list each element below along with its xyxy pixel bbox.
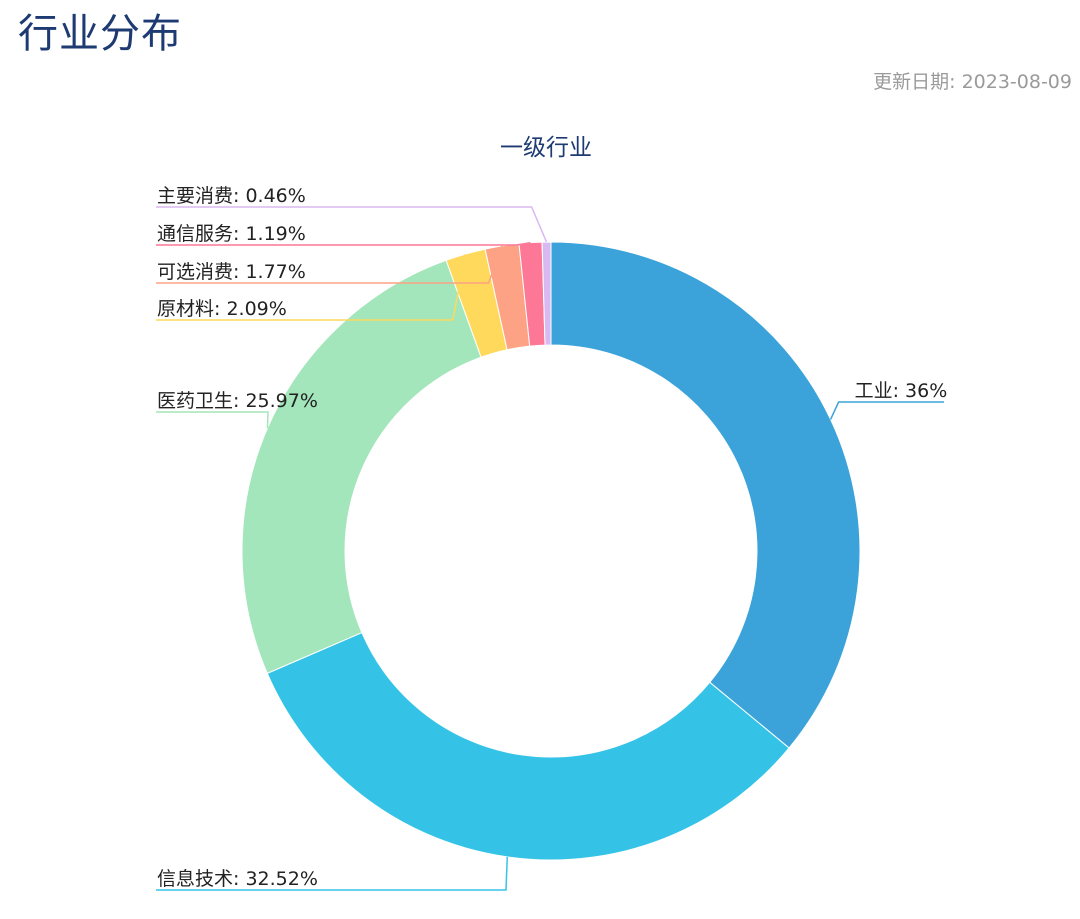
slice-label-3: 原材料: 2.09% xyxy=(157,298,287,320)
leader-line-5 xyxy=(156,241,531,246)
slices-layer xyxy=(241,241,861,861)
chart-title: 一级行业 xyxy=(500,135,592,161)
slice-label-1: 信息技术: 32.52% xyxy=(157,868,318,890)
slice-6[interactable] xyxy=(541,241,552,346)
slice-label-0: 工业: 36% xyxy=(855,380,948,402)
leader-line-0 xyxy=(829,401,944,420)
slice-label-2: 医药卫生: 25.97% xyxy=(157,390,318,412)
leader-line-6 xyxy=(156,206,548,243)
slice-0[interactable] xyxy=(550,241,861,749)
slice-1[interactable] xyxy=(266,631,790,861)
labels-layer: 工业: 36% 信息技术: 32.52% 医药卫生: 25.97% 原材料: 2.09… xyxy=(157,185,947,890)
update-date: 更新日期: 2023-08-09 xyxy=(873,71,1072,93)
leader-line-1 xyxy=(156,856,509,891)
leader-line-2 xyxy=(156,411,269,429)
leader-line-3 xyxy=(156,253,467,321)
leader-lines-layer xyxy=(156,206,944,891)
leader-line-4 xyxy=(156,245,503,284)
slice-label-6: 主要消费: 0.46% xyxy=(157,185,306,207)
slice-2[interactable] xyxy=(241,259,482,675)
slice-label-5: 通信服务: 1.19% xyxy=(157,223,306,245)
slice-label-4: 可选消费: 1.77% xyxy=(157,261,306,283)
page-title: 行业分布 xyxy=(18,11,182,57)
